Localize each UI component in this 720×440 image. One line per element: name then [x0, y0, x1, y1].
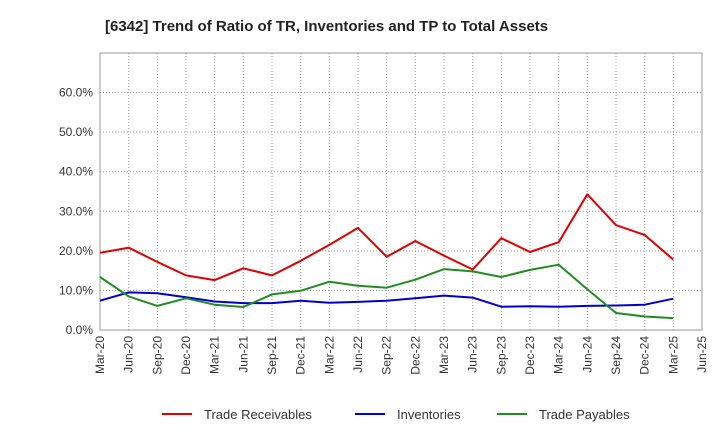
x-tick-label: Jun-20 — [122, 336, 136, 373]
inventories-line — [99, 291, 674, 308]
plot-area — [99, 52, 703, 331]
x-tick-label: Mar-21 — [208, 336, 222, 374]
legend-label-inventories: Inventories — [397, 407, 461, 422]
x-tick-label: Jun-23 — [466, 336, 480, 373]
x-tick-label: Jun-22 — [351, 336, 365, 373]
x-tick-label: Mar-20 — [93, 336, 107, 374]
x-tick-label: Dec-23 — [523, 336, 537, 375]
grid-lines — [99, 53, 703, 331]
y-tick-label: 60.0% — [59, 86, 93, 100]
trade-payables-line — [99, 263, 674, 320]
x-tick-label: Dec-22 — [408, 336, 422, 375]
x-tick-label: Jun-25 — [695, 336, 709, 373]
x-tick-label: Mar-22 — [322, 336, 336, 374]
x-tick-label: Mar-23 — [437, 336, 451, 374]
y-tick-label: 40.0% — [59, 165, 93, 179]
x-tick-label: Sep-22 — [380, 336, 394, 375]
legend: Trade Receivables Inventories Trade Payabl… — [162, 407, 630, 422]
y-tick-label: 30.0% — [59, 204, 93, 218]
series-lines — [99, 193, 674, 320]
x-tick-label: Sep-21 — [265, 336, 279, 375]
x-tick-label: Jun-24 — [580, 336, 594, 373]
x-axis-ticks: Mar-20 Jun-20 Sep-20 Dec-20 Mar-21 Jun-21 Sep-… — [93, 336, 709, 375]
x-tick-label: Sep-24 — [609, 336, 623, 375]
x-tick-label: Jun-21 — [236, 336, 250, 373]
x-tick-label: Sep-23 — [494, 336, 508, 375]
trade-receivables-line — [99, 193, 674, 282]
y-tick-label: 50.0% — [59, 125, 93, 139]
x-tick-label: Mar-24 — [552, 336, 566, 374]
y-tick-label: 10.0% — [59, 283, 93, 297]
x-tick-label: Dec-20 — [179, 336, 193, 375]
x-tick-label: Dec-21 — [294, 336, 308, 375]
x-tick-label: Mar-25 — [666, 336, 680, 374]
x-tick-label: Dec-24 — [638, 336, 652, 375]
legend-label-trade-receivables: Trade Receivables — [204, 407, 312, 422]
chart-title: [6342] Trend of Ratio of TR, Inventories… — [105, 18, 548, 35]
x-tick-label: Sep-20 — [150, 336, 164, 375]
legend-label-trade-payables: Trade Payables — [539, 407, 630, 422]
y-axis-ticks: 0.0% 10.0% 20.0% 30.0% 40.0% 50.0% 60.0% — [59, 86, 93, 337]
y-tick-label: 0.0% — [66, 323, 94, 337]
y-tick-label: 20.0% — [59, 244, 93, 258]
